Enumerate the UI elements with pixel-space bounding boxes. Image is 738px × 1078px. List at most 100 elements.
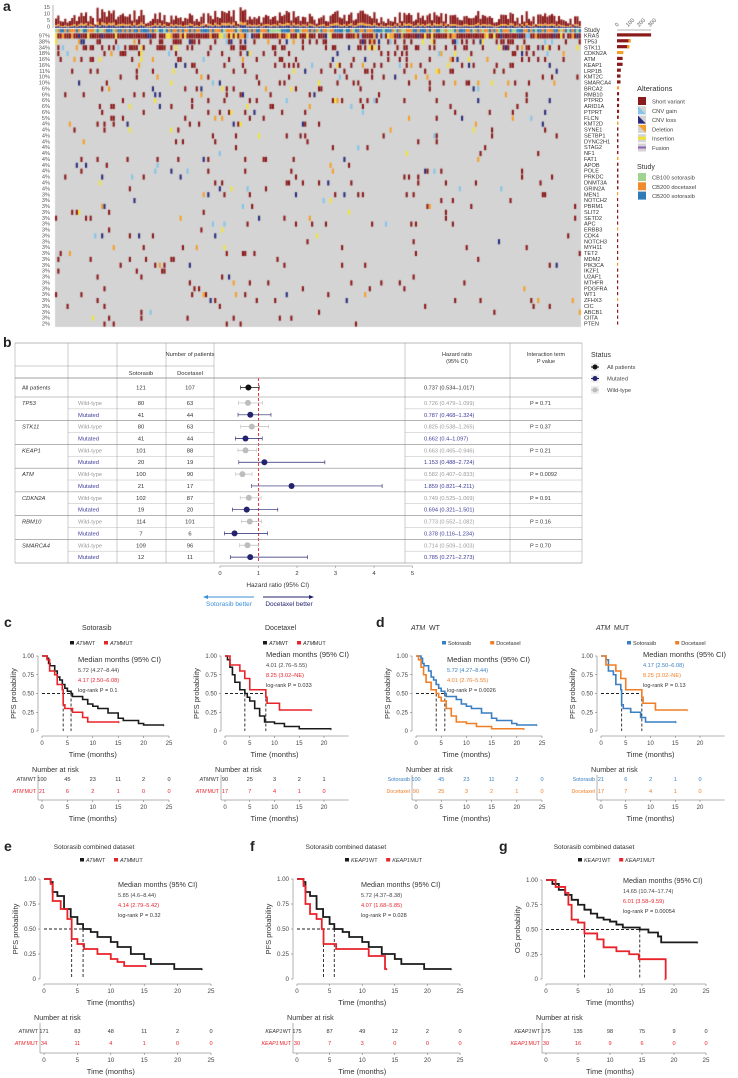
header-sotorasib: Sotorasib [129, 371, 154, 377]
median-value: 4.01 (2.76–5.55) [447, 678, 488, 684]
km-y-axis-label: PFS probability [264, 903, 273, 954]
forest-x-tick-label: 4 [372, 571, 376, 577]
hazard-ratio-point [239, 471, 246, 478]
risk-x-axis-label: Time (months) [69, 814, 118, 823]
legend-group: Sotorasib [448, 641, 471, 647]
logrank-p-value: log-rank P = 0.1 [78, 688, 118, 694]
km-x-tick-label: 15 [141, 988, 148, 995]
risk-count: 0 [540, 777, 543, 783]
km-x-tick-label: 0 [414, 741, 418, 747]
censor-mark: + [310, 708, 313, 714]
gene-count-bar [617, 86, 620, 90]
gene-name: FAT1 [584, 157, 597, 163]
hazard-ratio-point [245, 384, 252, 391]
median-value: 4.07 (1.68–5.85) [361, 903, 402, 909]
km-y-tick-label: 0.75 [205, 673, 217, 679]
gene-name: ZFHX3 [584, 298, 602, 304]
row-interaction-p: P = 0.91 [530, 496, 551, 502]
km-y-tick-label: 0.75 [22, 673, 34, 679]
km-x-axis-label: Time (months) [69, 750, 118, 759]
risk-x-tick-label: 5 [76, 1057, 80, 1064]
row-status: Mutated [78, 484, 99, 490]
gene-name: TET2 [584, 251, 598, 257]
top-bar-tick: 5 [47, 18, 50, 24]
legend-group: WT [369, 858, 378, 864]
median-value: 8.25 (3.02–NE) [643, 673, 681, 679]
legend-key [104, 641, 108, 645]
risk-count: 2 [298, 777, 301, 783]
risk-x-tick-label: 10 [89, 805, 96, 811]
risk-count: 6 [66, 789, 69, 795]
risk-x-tick-label: 25 [457, 1057, 464, 1064]
row-sotorasib-n: 101 [136, 448, 146, 454]
legend-key [114, 858, 118, 862]
row-status: Wild-type [78, 543, 102, 549]
gene-count-bar [617, 115, 619, 119]
risk-count: 7 [248, 789, 251, 795]
risk-count: 11 [115, 777, 121, 783]
risk-x-tick-label: 15 [488, 805, 495, 811]
km-x-tick-label: 5 [66, 741, 70, 747]
risk-count: 2 [426, 1029, 429, 1035]
km-x-tick-label: 15 [639, 988, 646, 995]
gene-count-bar [617, 262, 619, 266]
risk-x-tick-label: 10 [463, 805, 470, 811]
risk-row-group: MUT [208, 789, 220, 795]
gene-count-bar [617, 197, 619, 202]
top-bar-tick: 0 [47, 25, 50, 31]
legend-gene: KEAP1 [625, 858, 643, 864]
panel-label-b: b [3, 334, 12, 350]
panel-label-g: g [499, 838, 508, 854]
km-x-tick-label: 25 [703, 988, 710, 995]
risk-x-axis-label: Time (months) [87, 1067, 136, 1076]
risk-table-title: Number at risk [287, 1013, 334, 1022]
gene-name: DNMT3A [584, 181, 607, 187]
censor-mark: + [117, 720, 120, 726]
legend-key [345, 858, 349, 862]
gene-percentage: 3% [42, 228, 50, 234]
row-docetaxel-n: 17 [187, 484, 193, 490]
row-status: Mutated [78, 413, 99, 419]
legend-key [442, 641, 446, 645]
risk-x-tick-label: 20 [140, 805, 147, 811]
gene-percentage: 2% [42, 322, 50, 328]
risk-x-axis-label: Time (months) [250, 814, 299, 823]
row-hazard-ratio-text: 0.773 (0.552–1.082) [424, 520, 475, 526]
km-y-tick-label: 0 [214, 729, 218, 735]
fusion-swatch [638, 146, 646, 149]
km-x-axis-label: Time (months) [442, 750, 491, 759]
risk-count: 4 [649, 789, 652, 795]
risk-x-tick-label: 20 [513, 805, 520, 811]
gene-percentage: 11% [39, 69, 50, 75]
gene-name: SLIT2 [584, 210, 599, 216]
row-sotorasib-n: 80 [138, 425, 144, 431]
gene-percentage: 3% [42, 239, 50, 245]
km-y-tick-label: 0.25 [205, 710, 217, 716]
gene-count-bar [617, 215, 619, 219]
hazard-ratio-point [246, 518, 253, 525]
km-y-axis-label: PFS probability [383, 668, 392, 719]
risk-count: 3 [273, 777, 276, 783]
legend-title-status: Status [591, 352, 611, 359]
legend-group: MUT [643, 858, 656, 864]
row-sotorasib-n: 12 [138, 555, 144, 561]
gene-count-bar [617, 133, 619, 137]
row-status: Wild-type [78, 425, 102, 431]
risk-x-tick-label: 10 [107, 1057, 114, 1064]
legend-key [80, 858, 84, 862]
km-y-tick-label: 0.50 [205, 692, 217, 698]
row-status: Mutated [78, 531, 99, 537]
km-y-tick-label: 0.25 [277, 951, 290, 958]
risk-count: 4 [273, 789, 276, 795]
median-value: 5.85 (4.6–8.44) [118, 893, 156, 899]
legend-group: Docetaxel [681, 641, 705, 647]
panel-title: MUT [614, 625, 630, 632]
panel-title: Sotorasib [82, 625, 112, 632]
legend-title-alterations: Alterations [637, 84, 673, 93]
risk-row-group: WT [211, 777, 220, 783]
risk-x-tick-label: 5 [328, 1057, 332, 1064]
risk-row-group: WT [283, 1029, 292, 1035]
gene-name: CDK4 [584, 233, 599, 239]
risk-table-title: Number at risk [536, 1013, 583, 1022]
risk-x-tick-label: 5 [440, 805, 444, 811]
